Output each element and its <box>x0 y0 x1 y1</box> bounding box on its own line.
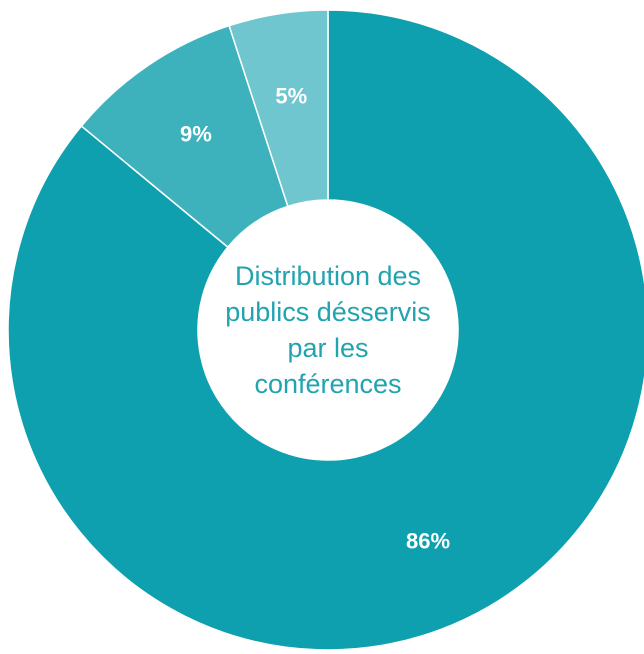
data-label: 9% <box>180 121 212 146</box>
chart-title: Distribution des publics désservis par l… <box>225 261 431 399</box>
donut-slice <box>80 24 289 249</box>
donut-slice <box>228 9 329 208</box>
data-label: 86% <box>406 528 450 553</box>
data-label: 5% <box>275 84 307 109</box>
donut-slice <box>7 9 644 651</box>
center-label: Distribution des publics désservis par l… <box>198 200 458 460</box>
